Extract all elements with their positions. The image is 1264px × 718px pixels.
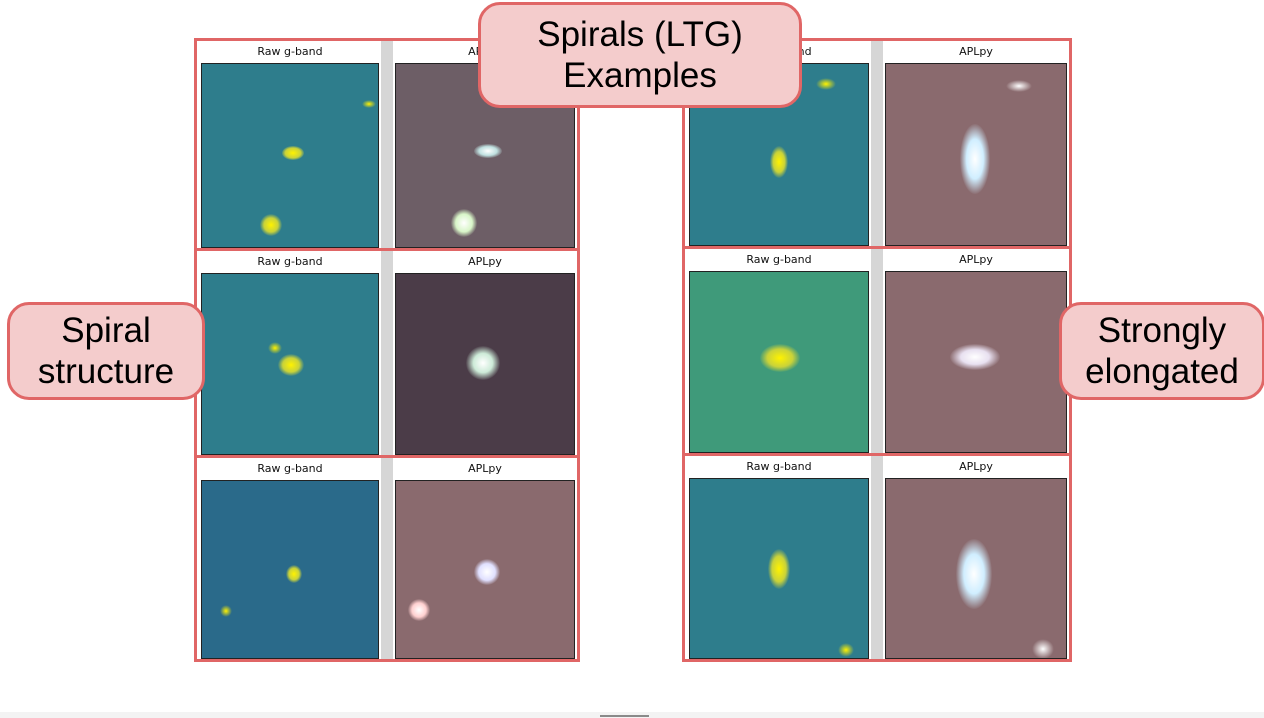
panel-separator <box>381 458 393 659</box>
aplpy-panel: APLpy <box>883 456 1069 659</box>
strongly-elongated-callout: Strongly elongated <box>1059 302 1264 400</box>
aplpy-title: APLpy <box>468 255 502 268</box>
raw-g-band-title: Raw g-band <box>257 255 323 268</box>
panel-separator <box>381 41 393 248</box>
spiral-structure-examples-group: Raw g-band APLpy Raw g-band <box>194 38 580 662</box>
aplpy-image <box>395 273 575 455</box>
raw-g-band-image <box>201 480 379 659</box>
raw-g-band-image <box>201 273 379 455</box>
panel-separator <box>871 456 883 659</box>
panel-separator <box>381 251 393 455</box>
aplpy-panel: APLpy <box>393 458 577 659</box>
title-line-2: Examples <box>563 56 717 95</box>
aplpy-panel: APLpy <box>393 251 577 455</box>
raw-g-band-panel: Raw g-band <box>687 249 871 453</box>
galaxy-pair-1: Raw g-band APLpy <box>685 41 1069 246</box>
right-label-line-2: elongated <box>1085 352 1239 391</box>
aplpy-image <box>885 63 1067 246</box>
aplpy-title: APLpy <box>468 462 502 475</box>
title-callout: Spirals (LTG) Examples <box>478 2 802 108</box>
raw-g-band-panel: Raw g-band <box>199 41 381 248</box>
aplpy-panel: APLpy <box>883 41 1069 246</box>
raw-g-band-panel: Raw g-band <box>199 251 381 455</box>
bottom-handle[interactable] <box>600 715 649 717</box>
raw-g-band-title: Raw g-band <box>746 460 812 473</box>
galaxy-pair-2: Raw g-band APLpy <box>197 248 577 455</box>
raw-g-band-panel: Raw g-band <box>199 458 381 659</box>
galaxy-pair-2: Raw g-band APLpy <box>685 246 1069 453</box>
panel-separator <box>871 249 883 453</box>
raw-g-band-panel: Raw g-band <box>687 456 871 659</box>
left-label-line-2: structure <box>37 352 175 391</box>
aplpy-image <box>885 271 1067 453</box>
aplpy-title: APLpy <box>959 45 993 58</box>
aplpy-panel: APLpy <box>883 249 1069 453</box>
aplpy-title: APLpy <box>959 460 993 473</box>
raw-g-band-image <box>689 478 869 659</box>
left-label-line-1: Spiral <box>61 311 151 350</box>
galaxy-pair-3: Raw g-band APLpy <box>685 453 1069 659</box>
aplpy-image <box>885 478 1067 659</box>
raw-g-band-image <box>201 63 379 248</box>
spiral-structure-callout: Spiral structure <box>7 302 205 400</box>
raw-g-band-title: Raw g-band <box>746 253 812 266</box>
panel-separator <box>871 41 883 246</box>
strongly-elongated-examples-group: Raw g-band APLpy Raw g-band APLpy <box>682 38 1072 662</box>
raw-g-band-title: Raw g-band <box>257 45 323 58</box>
aplpy-image <box>395 480 575 659</box>
raw-g-band-panel: Raw g-band <box>687 41 871 246</box>
raw-g-band-title: Raw g-band <box>257 462 323 475</box>
galaxy-pair-3: Raw g-band APLpy <box>197 455 577 659</box>
raw-g-band-image <box>689 271 869 453</box>
title-line-1: Spirals (LTG) <box>537 15 743 54</box>
aplpy-title: APLpy <box>959 253 993 266</box>
right-label-line-1: Strongly <box>1097 311 1227 350</box>
